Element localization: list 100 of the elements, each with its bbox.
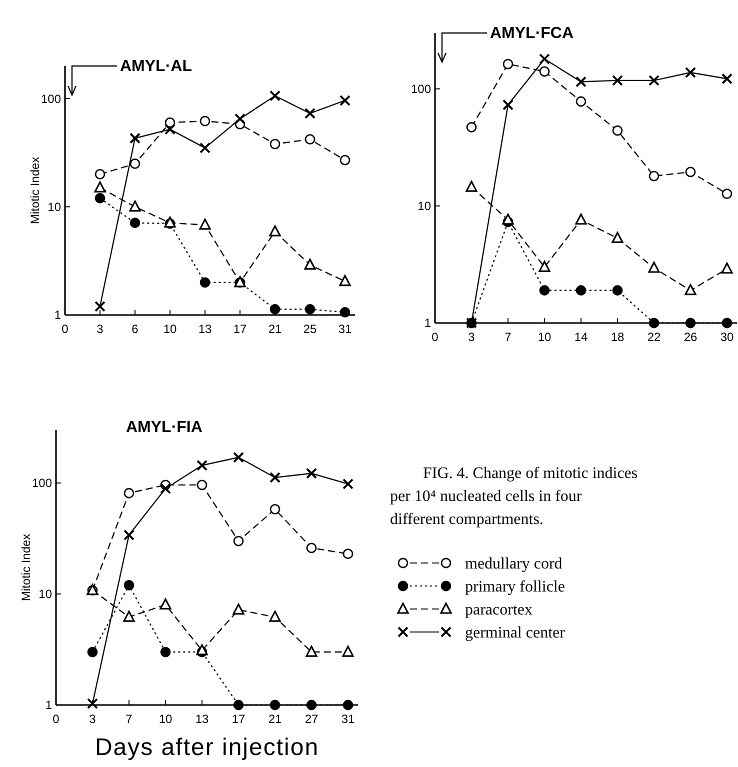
y-tick-label: 10 [48,200,62,214]
point [648,74,660,86]
x-tick-label: 7 [504,330,512,344]
point [342,548,354,560]
x-tick-label: 10 [158,712,172,726]
x-tick-label: 6 [132,322,139,336]
point [722,188,732,199]
point [576,96,586,107]
x-tick-label: 10 [163,322,177,336]
x-tick-label: 17 [233,322,247,336]
x-tick-label: 13 [195,712,209,726]
x-tick-label: 14 [574,330,588,344]
point [232,604,244,615]
x-tick-label: 27 [304,712,318,726]
point [502,99,514,110]
point [270,472,280,484]
legend-label: primary follicle [465,578,565,596]
x-tick-label: 0 [62,322,69,336]
point [685,166,696,178]
point [306,646,318,657]
point [722,73,732,84]
point [87,698,98,710]
point [200,277,210,288]
x-tick-label: 31 [341,712,355,726]
point [233,452,244,463]
point [123,610,135,622]
point [576,76,586,88]
point [130,218,140,228]
point [539,285,550,296]
point [538,260,550,272]
x-tick-label: 26 [684,330,698,344]
point [340,94,350,106]
point [342,478,354,490]
point [94,300,106,312]
point [233,536,244,546]
point [270,304,280,314]
point [129,200,141,212]
x-tick-label: 0 [432,330,439,344]
x-tick-label: 0 [52,712,60,726]
point [94,181,106,193]
legend-label: paracortex [465,602,533,619]
y-tick-label: 1 [424,316,432,330]
point [306,542,317,554]
x-tick-label: 3 [468,330,476,344]
point [304,108,316,119]
x-tick-label: 17 [232,712,246,726]
x-tick-label: 7 [126,712,133,726]
chart-title: AMYL·FCA [490,25,574,42]
point [234,113,246,124]
point [306,468,317,479]
point [94,169,106,180]
point [612,232,624,244]
point [342,646,354,657]
point [270,138,280,150]
point [306,700,317,710]
y-tick-label: 10 [38,587,52,602]
x-tick-label: 3 [96,322,104,336]
caption: FIG. 4. Change of mitotic indices per 10⁴ nucleated cells in four different compartments. [390,465,638,528]
point [612,74,623,86]
x-tick-label: 21 [268,712,282,726]
point [164,124,176,135]
x-tick-label: 3 [89,712,96,726]
point [722,318,732,328]
point [160,483,171,494]
point [196,644,208,656]
point [304,304,316,314]
point [270,700,280,710]
y-axis-title: Mitotic Index [28,156,42,224]
point [685,318,696,328]
point [304,258,316,270]
point [502,214,514,225]
x-tick-label: 18 [610,330,624,344]
point [502,58,514,70]
point [685,66,696,78]
point [340,307,350,318]
point [648,262,660,273]
point [124,580,134,590]
point [648,318,660,328]
point [269,610,281,622]
y-tick-label: 100 [32,476,52,490]
point [721,262,733,274]
x-tick-label: 31 [338,322,352,336]
x-tick-label: 25 [303,322,317,336]
point [160,598,172,610]
point [124,488,134,498]
x-tick-label: 30 [720,330,734,344]
y-tick-label: 100 [40,92,62,106]
y-tick-label: 1 [45,698,52,712]
y-tick-label: 1 [54,308,62,322]
chart-title: AMYL·FIA [126,419,203,436]
point [269,225,281,236]
x-axis-title: Days after injection [94,734,320,761]
point [200,116,210,126]
point [233,700,244,710]
legend-label: germinal center [465,624,566,642]
y-tick-label: 100 [410,82,432,96]
x-tick-label: 10 [538,330,552,344]
point [270,504,280,514]
point [342,700,354,710]
point [304,134,316,145]
